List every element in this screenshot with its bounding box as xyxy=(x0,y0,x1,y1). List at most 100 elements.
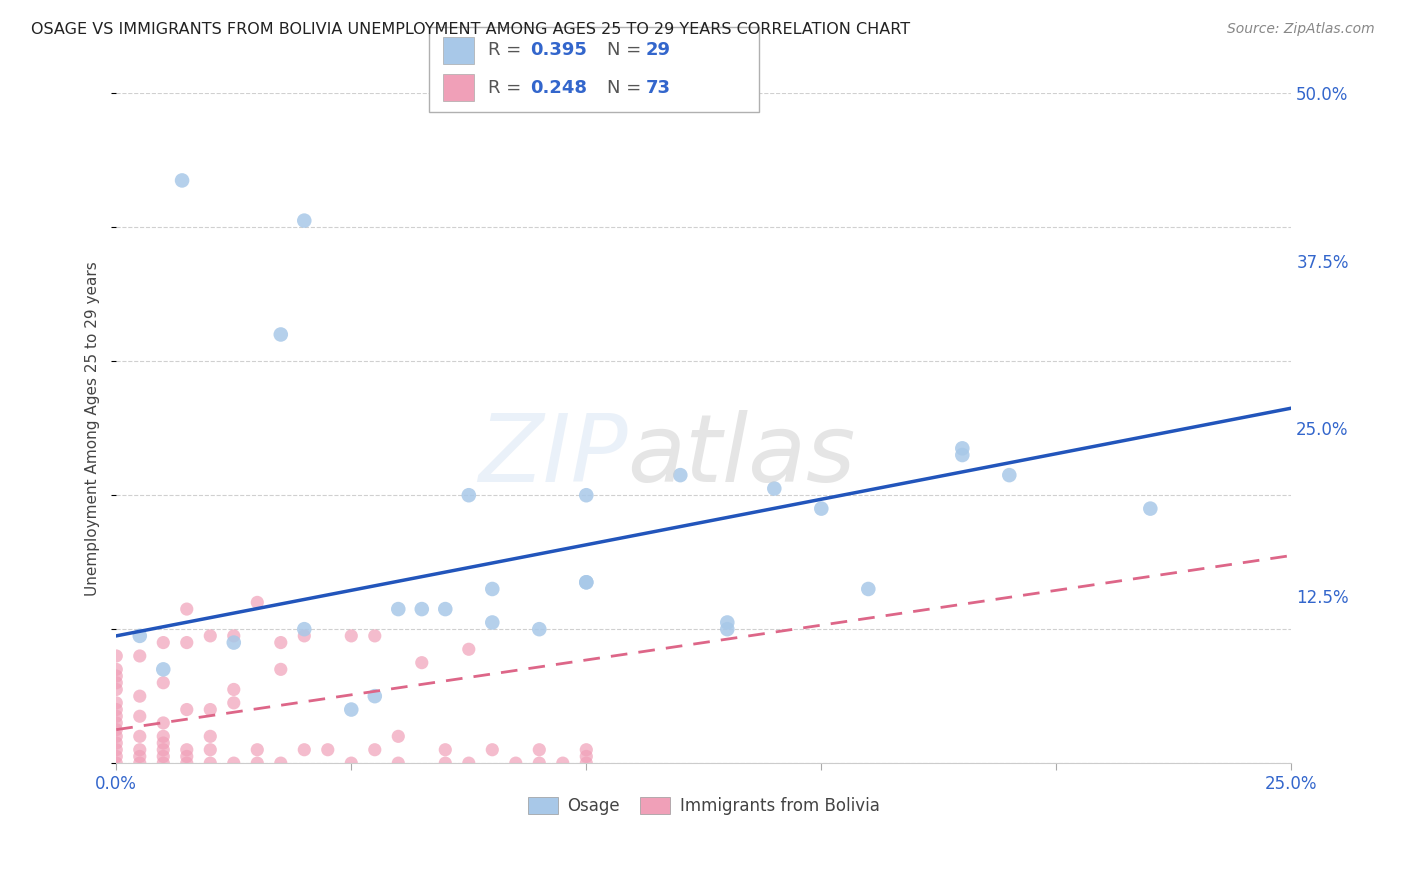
Point xyxy=(128,729,150,743)
Point xyxy=(505,756,527,771)
Point xyxy=(152,675,174,690)
Point xyxy=(152,662,174,676)
Point xyxy=(364,629,387,643)
Point xyxy=(316,743,339,757)
Text: 0.248: 0.248 xyxy=(530,78,588,96)
Point xyxy=(152,715,174,730)
Point xyxy=(176,635,198,649)
Point xyxy=(105,729,128,743)
Point xyxy=(364,689,387,703)
Point xyxy=(222,756,245,771)
Point xyxy=(128,689,150,703)
Point xyxy=(292,743,315,757)
Point xyxy=(575,575,598,590)
Point xyxy=(457,756,479,771)
Text: OSAGE VS IMMIGRANTS FROM BOLIVIA UNEMPLOYMENT AMONG AGES 25 TO 29 YEARS CORRELAT: OSAGE VS IMMIGRANTS FROM BOLIVIA UNEMPLO… xyxy=(31,22,910,37)
Point xyxy=(716,615,738,630)
Point xyxy=(270,662,292,676)
Point xyxy=(105,723,128,737)
Point xyxy=(105,749,128,764)
Text: N =: N = xyxy=(607,42,647,60)
Point xyxy=(222,696,245,710)
Point xyxy=(152,743,174,757)
Point xyxy=(176,749,198,764)
Point xyxy=(575,749,598,764)
Point xyxy=(340,629,363,643)
Text: R =: R = xyxy=(488,42,527,60)
Point xyxy=(387,602,409,616)
Point xyxy=(411,656,433,670)
Point xyxy=(128,648,150,663)
Point xyxy=(669,468,692,483)
Point xyxy=(222,629,245,643)
Point xyxy=(950,442,973,456)
Text: 73: 73 xyxy=(645,78,671,96)
Point xyxy=(176,756,198,771)
Point xyxy=(105,756,128,771)
Point xyxy=(858,582,880,596)
Point xyxy=(481,615,503,630)
Point xyxy=(529,743,551,757)
Point xyxy=(340,702,363,716)
Point xyxy=(152,756,174,771)
Point xyxy=(457,488,479,502)
Text: Source: ZipAtlas.com: Source: ZipAtlas.com xyxy=(1227,22,1375,37)
Point xyxy=(128,749,150,764)
Point xyxy=(152,736,174,750)
Point xyxy=(105,709,128,723)
Point xyxy=(529,622,551,636)
Point xyxy=(998,468,1021,483)
Point xyxy=(575,488,598,502)
Point xyxy=(152,729,174,743)
Point xyxy=(292,213,315,227)
Point xyxy=(222,682,245,697)
Point xyxy=(434,602,457,616)
Point xyxy=(292,622,315,636)
Point xyxy=(105,648,128,663)
Point xyxy=(246,743,269,757)
Text: 0.395: 0.395 xyxy=(530,42,586,60)
Point xyxy=(152,749,174,764)
Point xyxy=(246,595,269,609)
Text: ZIP: ZIP xyxy=(478,409,627,500)
Point xyxy=(105,669,128,683)
Point xyxy=(152,635,174,649)
Point xyxy=(364,743,387,757)
Y-axis label: Unemployment Among Ages 25 to 29 years: Unemployment Among Ages 25 to 29 years xyxy=(86,260,100,596)
Point xyxy=(200,729,222,743)
Point xyxy=(176,743,198,757)
Point xyxy=(340,756,363,771)
Point xyxy=(270,756,292,771)
Point xyxy=(575,756,598,771)
Point xyxy=(170,173,193,187)
Point xyxy=(222,635,245,649)
Text: atlas: atlas xyxy=(627,409,856,500)
Point xyxy=(481,743,503,757)
Point xyxy=(411,602,433,616)
Point xyxy=(105,715,128,730)
Point xyxy=(481,582,503,596)
Point xyxy=(105,702,128,716)
Point xyxy=(434,743,457,757)
Legend: Osage, Immigrants from Bolivia: Osage, Immigrants from Bolivia xyxy=(520,790,887,822)
Point xyxy=(128,756,150,771)
Point xyxy=(763,482,786,496)
Point xyxy=(292,629,315,643)
Point xyxy=(200,629,222,643)
Point xyxy=(105,736,128,750)
Point xyxy=(387,729,409,743)
Point xyxy=(105,696,128,710)
Point xyxy=(105,662,128,676)
Point xyxy=(105,675,128,690)
Point xyxy=(1139,501,1161,516)
Point xyxy=(387,756,409,771)
Point xyxy=(575,575,598,590)
Point xyxy=(434,756,457,771)
Point xyxy=(950,448,973,462)
Point xyxy=(105,743,128,757)
Point xyxy=(128,743,150,757)
Point xyxy=(457,642,479,657)
Text: R =: R = xyxy=(488,78,527,96)
Point xyxy=(246,756,269,771)
Point xyxy=(176,602,198,616)
